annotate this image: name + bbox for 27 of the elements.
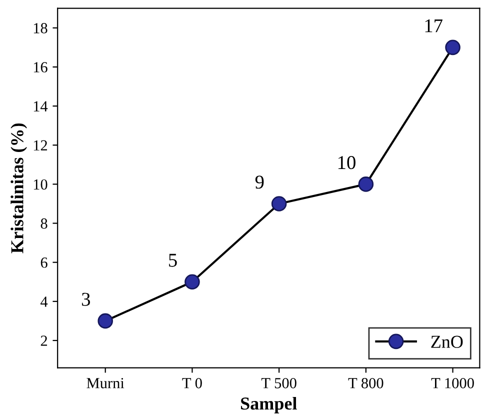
y-tick-label: 16 bbox=[34, 62, 48, 72]
y-tick-label: 14 bbox=[34, 101, 48, 112]
data-label: 9 bbox=[255, 176, 264, 189]
data-label: 17 bbox=[425, 19, 442, 32]
point bbox=[98, 313, 113, 329]
y-axis-title: Kristalinitas (%) bbox=[10, 123, 28, 254]
y-tick-label: 6 bbox=[40, 258, 48, 268]
legend-label: ZnO bbox=[431, 336, 463, 348]
point bbox=[358, 176, 374, 192]
point bbox=[184, 274, 200, 290]
point bbox=[445, 40, 460, 56]
x-tick-label: T 500 bbox=[261, 378, 296, 388]
x-tick-label: Murni bbox=[86, 378, 124, 388]
data-label: 10 bbox=[338, 156, 356, 170]
data-label: 5 bbox=[169, 254, 177, 267]
x-tick-label: T 0 bbox=[182, 378, 202, 388]
y-tick-label: 12 bbox=[34, 140, 48, 150]
x-axis-title: Sampel bbox=[241, 396, 297, 414]
y-tick-label: 4 bbox=[40, 296, 48, 307]
point bbox=[271, 196, 287, 212]
y-tick-label: 8 bbox=[40, 218, 48, 229]
y-tick-label: 18 bbox=[34, 23, 48, 34]
y-tick-label: 10 bbox=[34, 179, 48, 190]
x-tick-label: T 1000 bbox=[431, 378, 474, 388]
x-tick-label: T 800 bbox=[348, 378, 384, 388]
y-tick-label: 2 bbox=[40, 336, 48, 346]
data-label: 3 bbox=[82, 292, 90, 306]
